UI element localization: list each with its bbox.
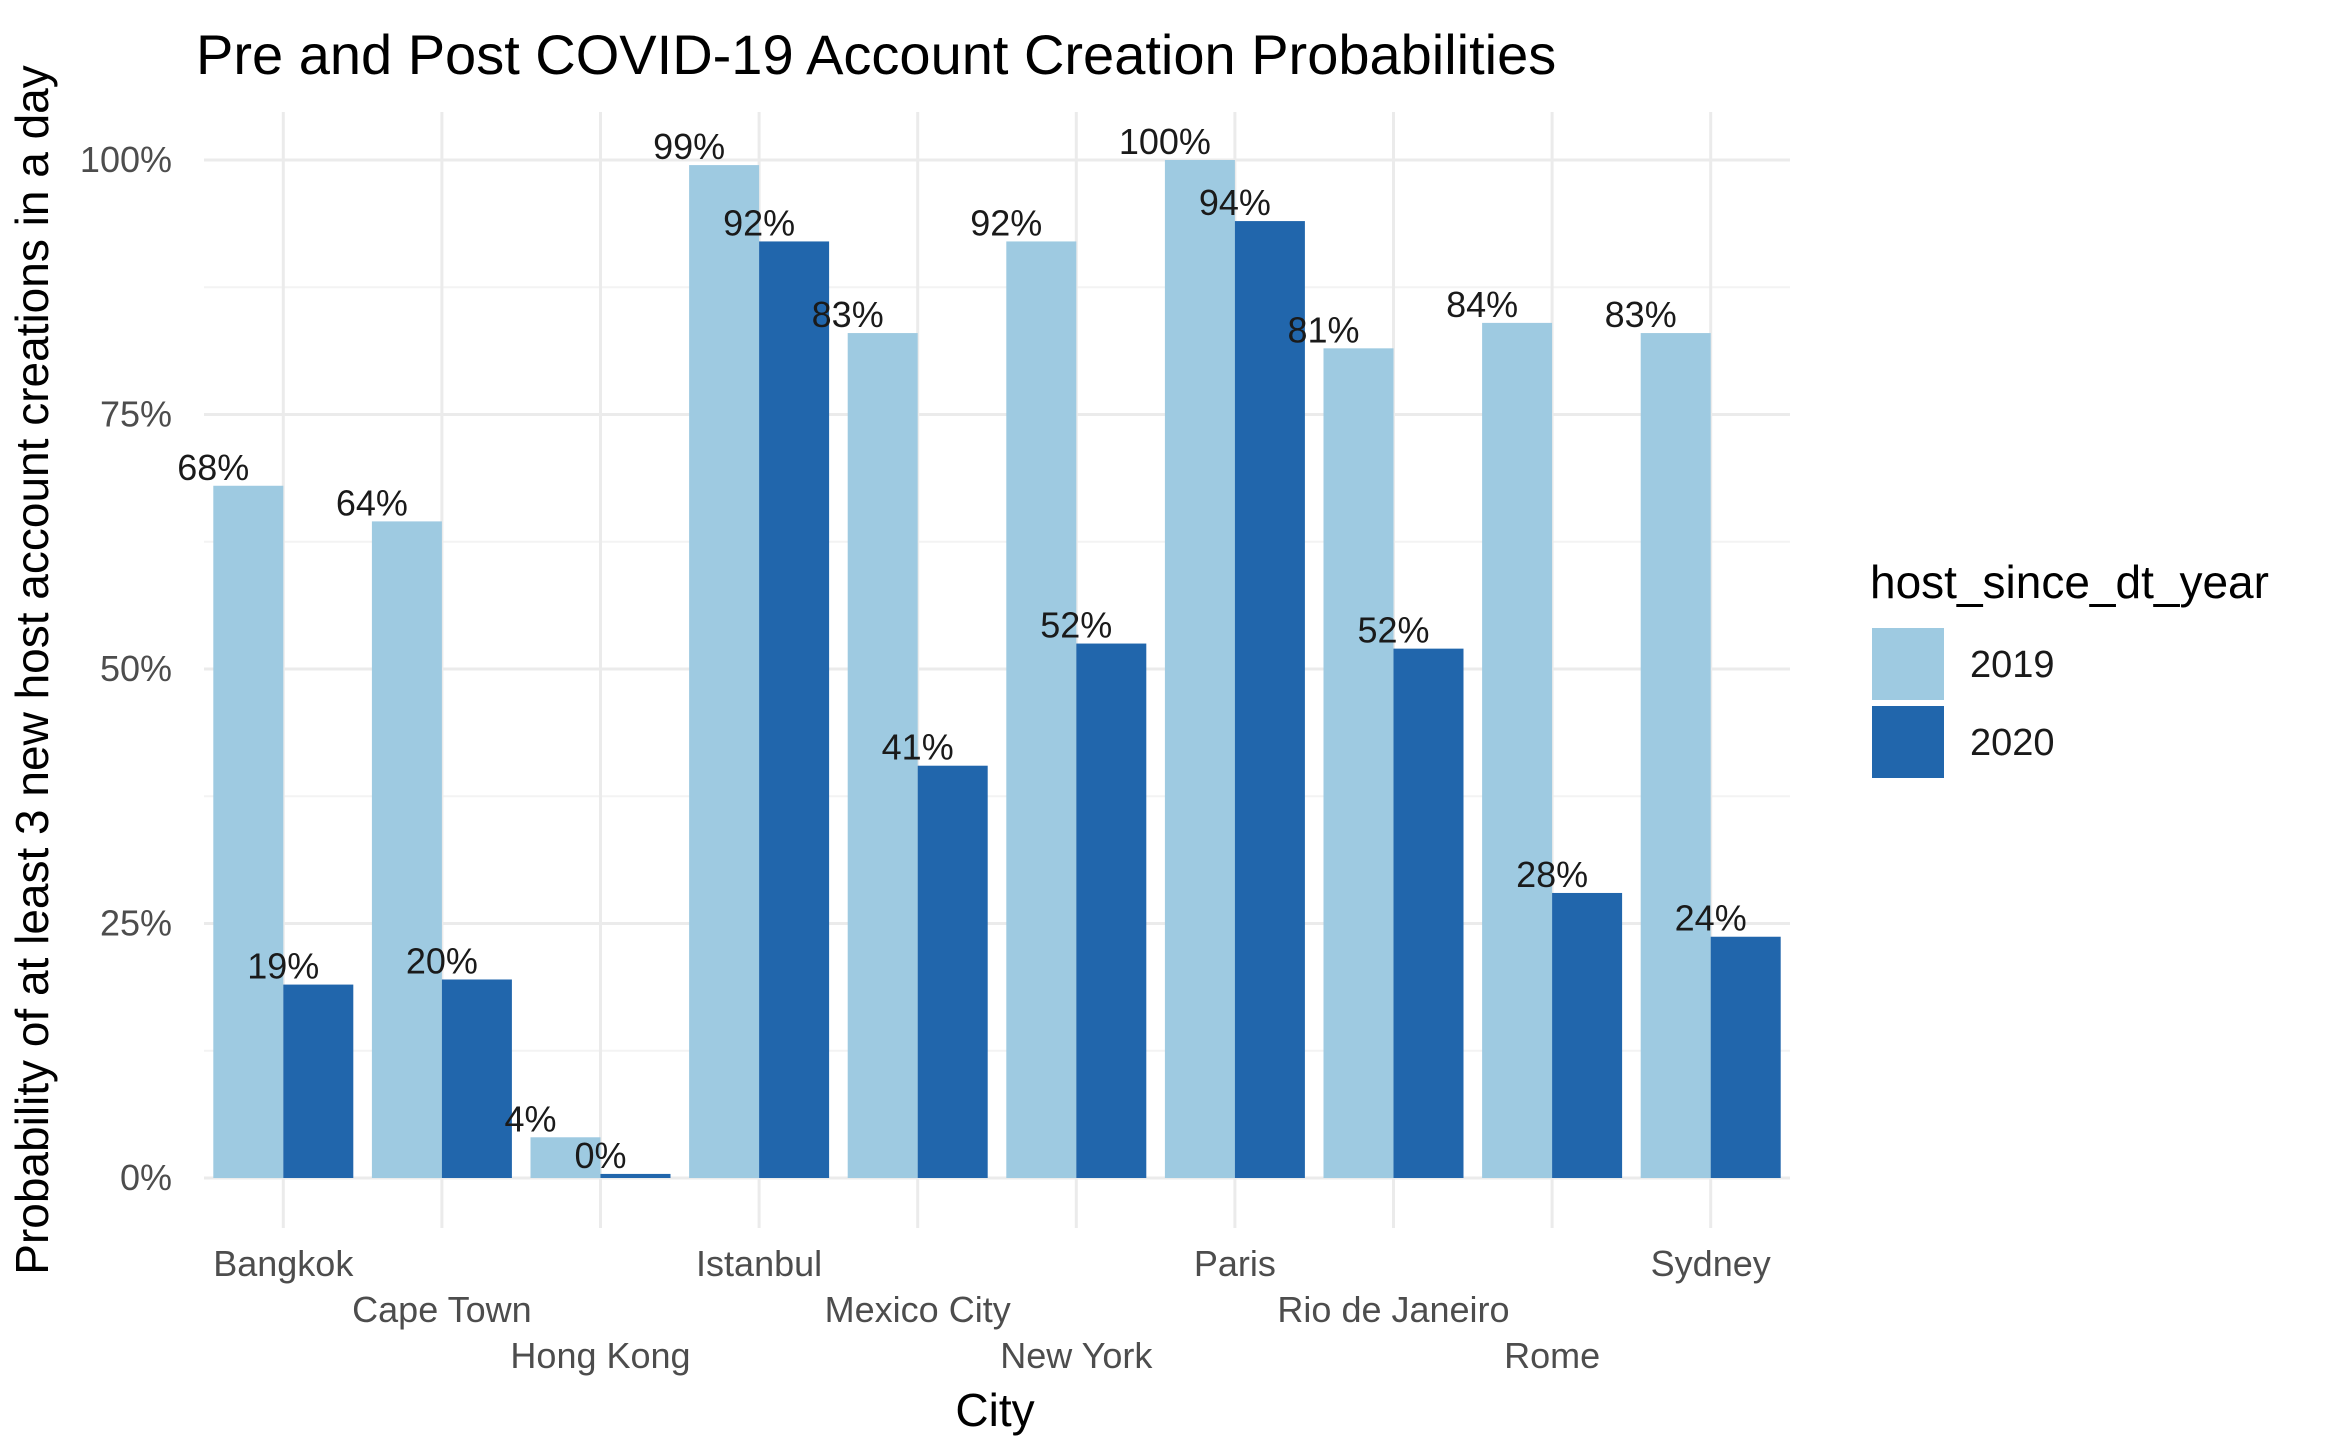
y-tick-label: 50% [100, 648, 172, 689]
x-tick-label: Rio de Janeiro [1277, 1289, 1509, 1330]
x-tick-label: Paris [1194, 1243, 1276, 1284]
y-tick-label: 100% [80, 139, 172, 180]
bar-2020-hong-kong [600, 1173, 671, 1178]
data-label: 94% [1199, 182, 1271, 223]
chart-title: Pre and Post COVID-19 Account Creation P… [196, 23, 1556, 86]
bar-2020-bangkok [283, 984, 354, 1178]
data-label: 99% [653, 126, 725, 167]
bar-2019-istanbul [689, 165, 760, 1179]
data-label: 24% [1675, 898, 1747, 939]
data-labels: 68% 19% 64% 20% 4% 0% 99% 92% 83% 41% 92% 52% 100% 94… [177, 121, 1746, 1176]
data-label: 4% [504, 1098, 556, 1139]
x-tick-label: Rome [1504, 1335, 1600, 1376]
data-label: 0% [574, 1135, 626, 1176]
data-label: 41% [882, 727, 954, 768]
legend-title: host_since_dt_year [1870, 556, 2269, 608]
bar-2019-new-york [1006, 241, 1077, 1178]
x-tick-label: Istanbul [696, 1243, 822, 1284]
y-tick-label: 25% [100, 903, 172, 944]
x-axis-title: City [955, 1384, 1034, 1436]
bar-2019-mexico-city [847, 333, 918, 1178]
bar-2019-hong-kong [530, 1137, 601, 1178]
data-label: 100% [1119, 121, 1211, 162]
x-tick-label: Sydney [1651, 1243, 1771, 1284]
legend-label: 2019 [1970, 644, 2055, 686]
bar-2020-paris [1234, 221, 1305, 1178]
bar-2019-paris [1164, 160, 1235, 1178]
data-label: 64% [336, 482, 408, 523]
data-label: 92% [723, 202, 795, 243]
data-label: 52% [1357, 610, 1429, 651]
data-label: 68% [177, 447, 249, 488]
data-label: 81% [1287, 309, 1359, 350]
data-label: 92% [970, 202, 1042, 243]
legend-key-2020 [1872, 706, 1944, 778]
data-label: 52% [1040, 605, 1112, 646]
legend-label: 2020 [1970, 722, 2055, 764]
x-tick-label: Bangkok [213, 1243, 354, 1284]
data-label: 28% [1516, 854, 1588, 895]
data-label: 20% [406, 940, 478, 981]
bar-2020-new-york [1076, 643, 1147, 1178]
bar-2019-bangkok [213, 485, 284, 1178]
bar-2019-rome [1482, 322, 1553, 1178]
y-axis-title: Probability of at least 3 new host accou… [6, 65, 58, 1274]
bar-2019-sydney [1640, 333, 1711, 1178]
bar-2020-sydney [1710, 936, 1781, 1178]
x-tick-label: New York [1000, 1335, 1153, 1376]
data-label: 84% [1446, 284, 1518, 325]
x-tick-label: Mexico City [825, 1289, 1011, 1330]
bar-2020-rome [1552, 892, 1623, 1178]
y-tick-label: 0% [120, 1157, 172, 1198]
bar-2020-mexico-city [917, 765, 988, 1178]
bars [213, 160, 1781, 1179]
axes: 0% 25% 50% 75% 100% Bangkok Cape Town Hong Kong… [80, 139, 1771, 1376]
data-label: 19% [247, 946, 319, 987]
bar-2019-cape-town [371, 521, 442, 1178]
data-label: 83% [812, 294, 884, 335]
bar-2019-rio-de-janeiro [1323, 348, 1394, 1179]
legend: host_since_dt_year 2019 2020 [1870, 556, 2269, 778]
data-label: 83% [1605, 294, 1677, 335]
x-tick-label: Hong Kong [510, 1335, 690, 1376]
y-tick-label: 75% [100, 394, 172, 435]
bar-2020-istanbul [759, 241, 830, 1178]
x-tick-label: Cape Town [352, 1289, 531, 1330]
bar-2020-cape-town [441, 979, 512, 1178]
bar-2020-rio-de-janeiro [1393, 648, 1464, 1178]
legend-key-2019 [1872, 628, 1944, 700]
